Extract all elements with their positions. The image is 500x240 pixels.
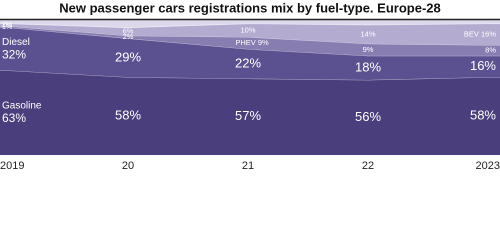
value-label: 58% (470, 108, 496, 123)
value-label: 63% (2, 111, 26, 125)
value-label: 2% (2, 22, 12, 29)
x-tick-label: 21 (242, 160, 254, 172)
x-tick-label: 22 (362, 160, 374, 172)
x-tick-label: 20 (122, 160, 134, 172)
area (0, 26, 500, 56)
value-label: 8% (485, 45, 496, 54)
area (0, 27, 500, 80)
value-label: 29% (115, 49, 141, 64)
value-label: 2% (123, 32, 134, 41)
value-label: 10% (240, 25, 255, 34)
value-label: 32% (2, 47, 26, 61)
value-label: 16% (470, 58, 496, 73)
value-label: 14% (360, 29, 375, 38)
series-label: BEV 16% (464, 29, 496, 38)
chart: New passenger cars registrations mix by … (0, 0, 500, 172)
series-name: Gasoline (2, 100, 42, 111)
series-name: Diesel (2, 37, 30, 48)
value-label: 56% (355, 109, 381, 124)
x-tick-label: 2023 (476, 160, 500, 172)
value-label: 1% (2, 24, 12, 31)
value-label: 16% (481, 29, 496, 38)
series-name: PHEV (235, 38, 255, 47)
series-name: BEV (464, 29, 479, 38)
value-label: 9% (363, 45, 374, 54)
value-label: 57% (235, 108, 261, 123)
value-label: 18% (355, 59, 381, 74)
area-edge (0, 23, 500, 29)
area (0, 70, 500, 155)
value-label: 22% (235, 55, 261, 70)
area (0, 23, 500, 46)
value-label: 58% (115, 108, 141, 123)
value-label: 6% (123, 27, 134, 36)
series-label: PHEV 9% (235, 38, 269, 47)
x-tick-label: 2019 (0, 160, 24, 172)
chart-title: New passenger cars registrations mix by … (59, 0, 440, 15)
value-label: 9% (258, 38, 269, 47)
